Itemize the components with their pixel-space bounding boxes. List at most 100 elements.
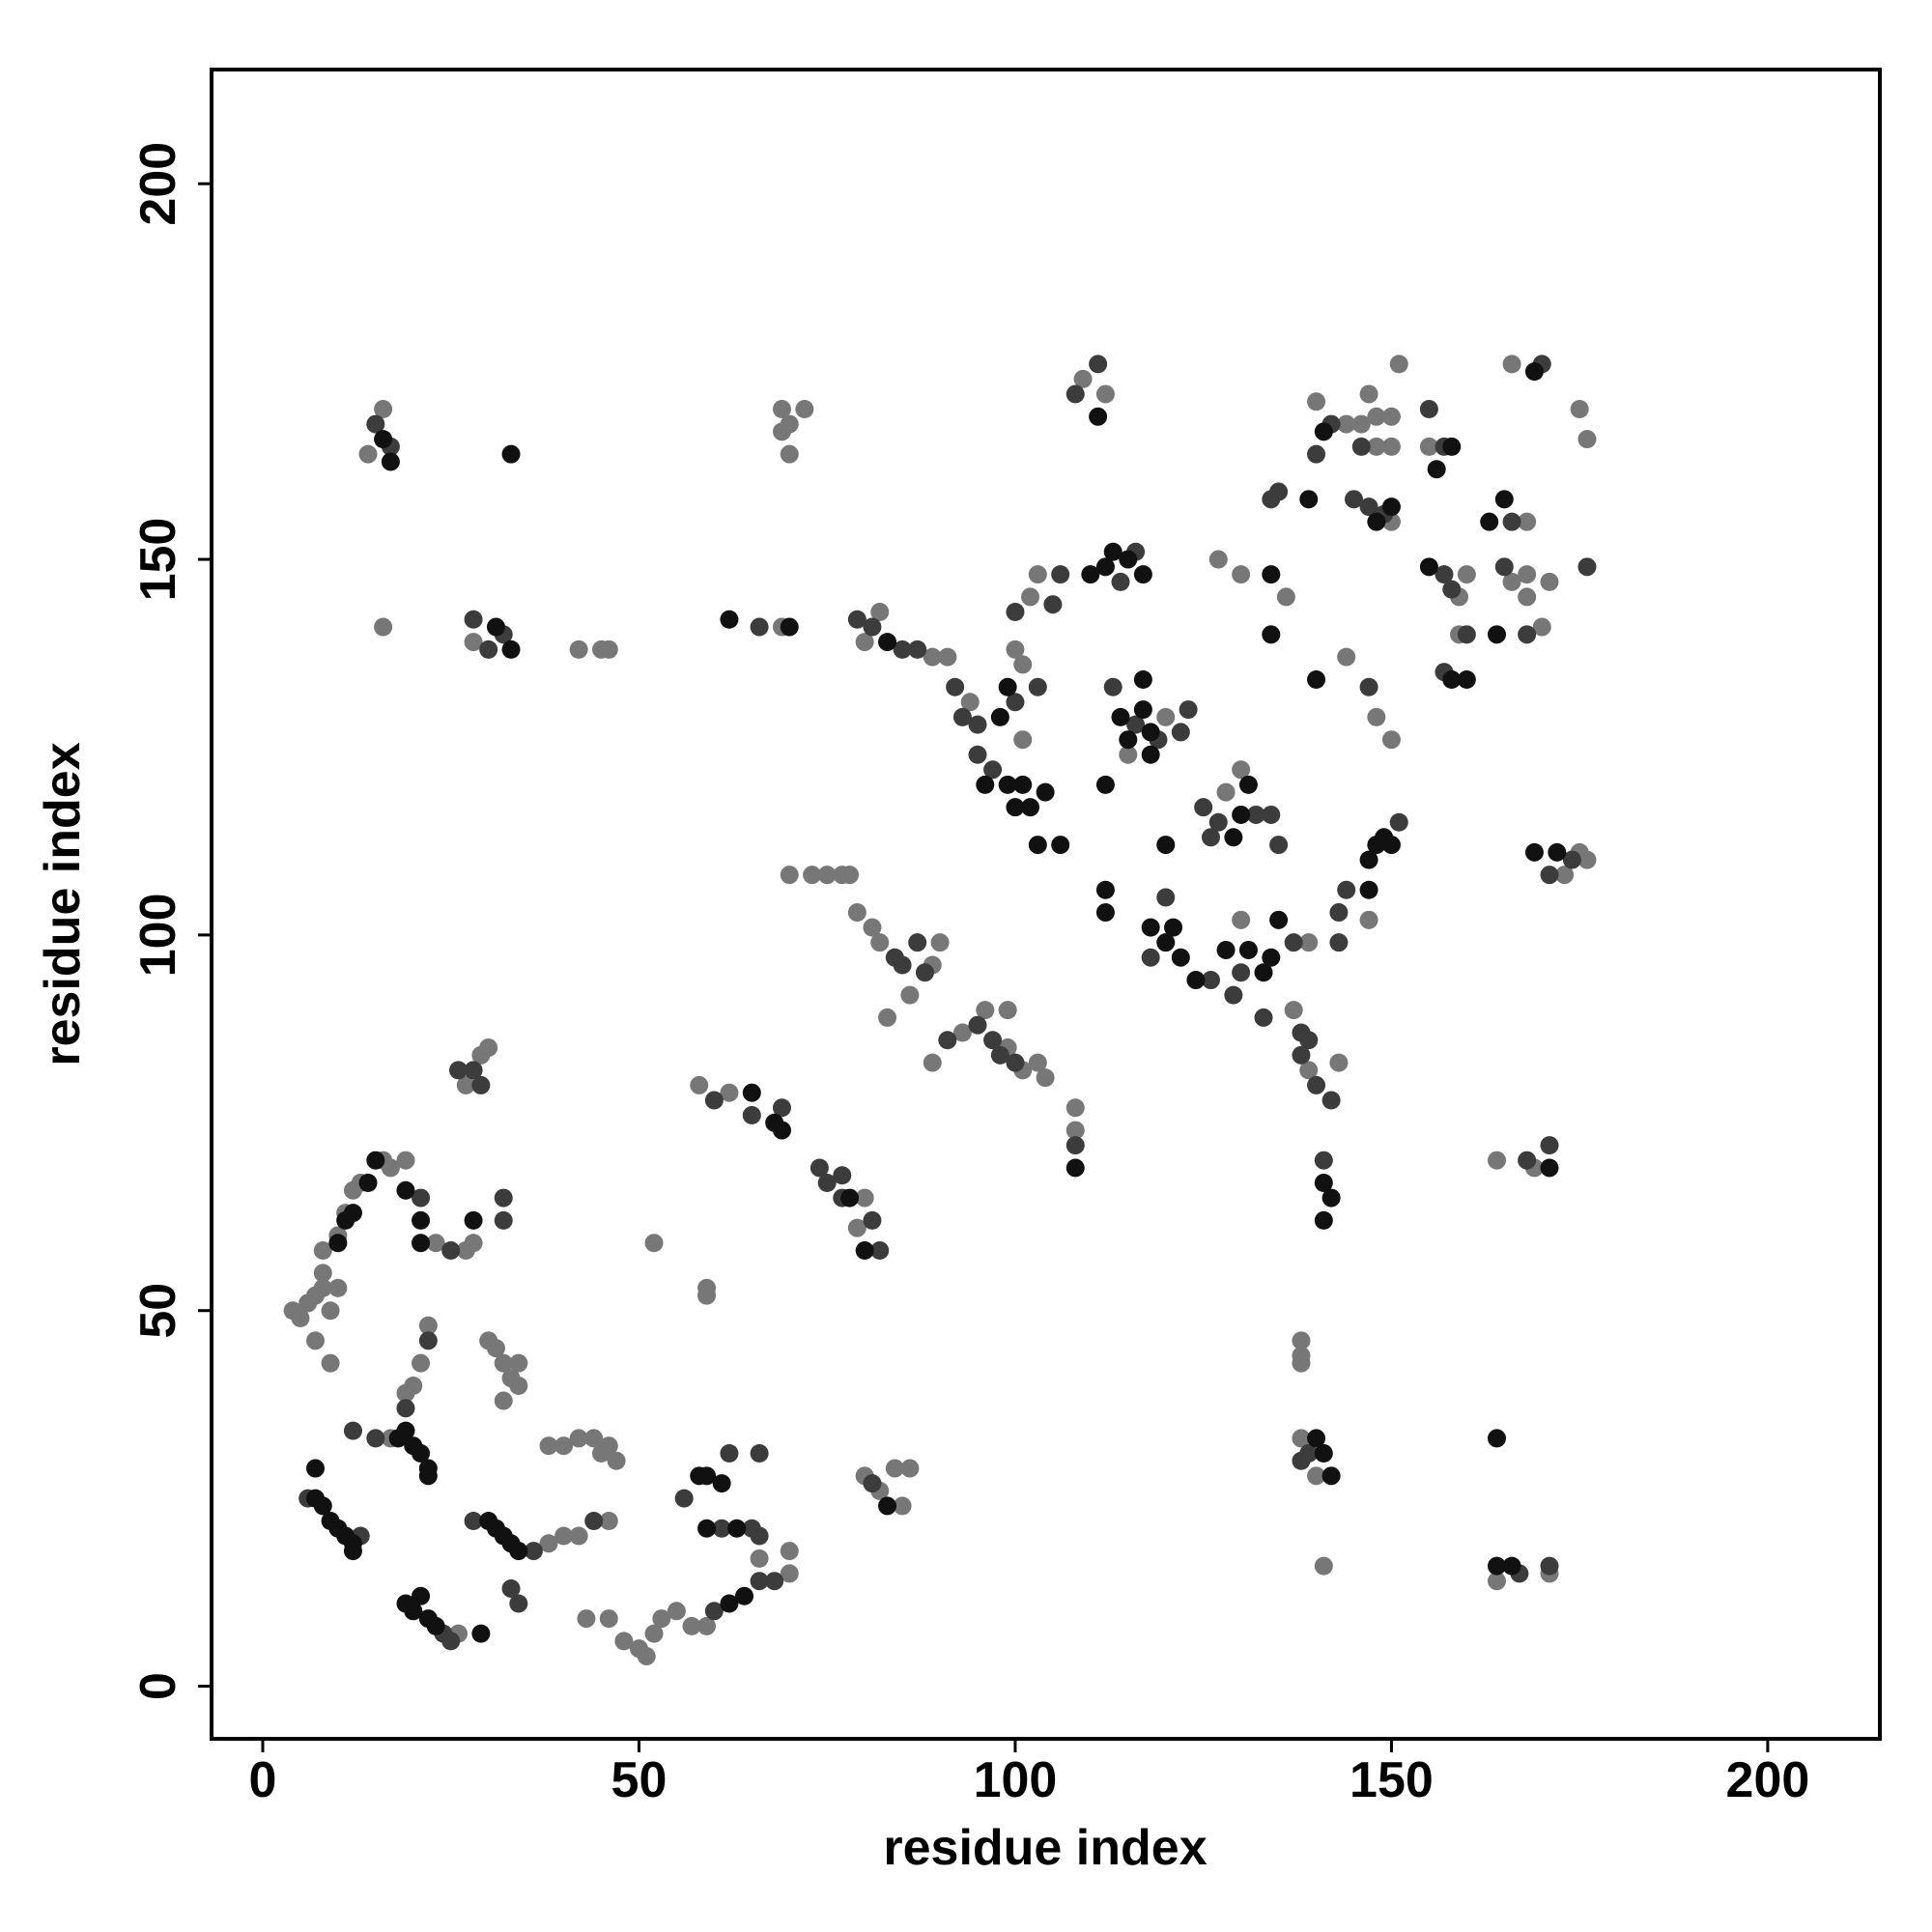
point (1208, 550, 1228, 569)
point (313, 1264, 332, 1283)
point (1502, 512, 1521, 531)
point (1307, 1466, 1326, 1486)
point (374, 400, 393, 419)
point (599, 1609, 618, 1629)
point (1013, 775, 1033, 794)
point (1359, 910, 1378, 929)
point (1111, 707, 1130, 726)
point (1518, 1151, 1537, 1170)
point (494, 1391, 513, 1410)
point (305, 1331, 325, 1350)
point (690, 1075, 709, 1094)
point (1540, 866, 1559, 885)
point (1427, 460, 1446, 479)
point (494, 1188, 513, 1208)
point (494, 1353, 513, 1373)
point (343, 1204, 362, 1223)
point (990, 707, 1009, 726)
point (1419, 437, 1438, 456)
point (750, 1526, 769, 1546)
point (720, 1594, 739, 1613)
point (1103, 542, 1122, 561)
point (840, 866, 860, 885)
point (1095, 384, 1115, 404)
point (479, 639, 498, 659)
point (328, 1234, 348, 1253)
point (554, 1436, 574, 1456)
point (900, 1459, 920, 1478)
point (1201, 828, 1220, 847)
point (1141, 948, 1160, 967)
point (1381, 437, 1401, 456)
point (780, 1564, 799, 1583)
point (1577, 430, 1597, 449)
point (1156, 933, 1176, 952)
point (720, 1443, 739, 1463)
point (524, 1542, 543, 1561)
point (1555, 866, 1575, 885)
point (1524, 362, 1544, 382)
point (704, 1091, 724, 1110)
point (599, 639, 618, 659)
point (1502, 355, 1521, 374)
point (464, 1234, 483, 1253)
point (1292, 1451, 1311, 1470)
point (1089, 355, 1108, 374)
point (1254, 1008, 1273, 1027)
point (464, 610, 483, 629)
point (1299, 490, 1319, 509)
point (847, 903, 867, 923)
point (464, 633, 483, 652)
point (1103, 677, 1122, 696)
point (471, 1075, 491, 1094)
point (1171, 948, 1190, 967)
point (1133, 669, 1152, 689)
point (1284, 1001, 1303, 1020)
point (1028, 1053, 1047, 1072)
point (1314, 1174, 1333, 1193)
point (1329, 903, 1349, 923)
point (878, 1008, 897, 1027)
point (1036, 1068, 1055, 1088)
point (742, 1083, 761, 1102)
point (855, 1241, 874, 1261)
point (1065, 1158, 1085, 1178)
point (1141, 918, 1160, 937)
point (1487, 625, 1506, 644)
point (441, 1241, 461, 1261)
point (509, 1353, 528, 1373)
point (539, 1534, 558, 1553)
point (1126, 715, 1146, 734)
point (1314, 1210, 1333, 1230)
point (863, 617, 882, 637)
point (1419, 400, 1438, 419)
point (358, 444, 378, 464)
point (404, 1602, 423, 1621)
point (674, 1489, 694, 1508)
point (1359, 850, 1378, 869)
point (983, 760, 1003, 780)
y-tick-label: 150 (130, 518, 186, 602)
point (1133, 565, 1152, 584)
point (1299, 1061, 1319, 1080)
point (644, 1624, 664, 1643)
point (1307, 669, 1326, 689)
point (968, 715, 987, 734)
point (464, 1210, 483, 1230)
point (1028, 677, 1047, 696)
point (1487, 1556, 1506, 1576)
point (893, 1496, 912, 1516)
point (750, 1548, 769, 1568)
point (1141, 745, 1160, 764)
point (343, 1542, 362, 1561)
point (870, 933, 890, 952)
y-tick-label: 100 (130, 894, 186, 978)
point (1337, 880, 1356, 899)
point (780, 617, 799, 637)
point (1359, 497, 1378, 517)
point (697, 1286, 717, 1305)
point (1232, 963, 1251, 982)
point (1518, 625, 1537, 644)
point (479, 1038, 498, 1058)
point (418, 1466, 438, 1486)
